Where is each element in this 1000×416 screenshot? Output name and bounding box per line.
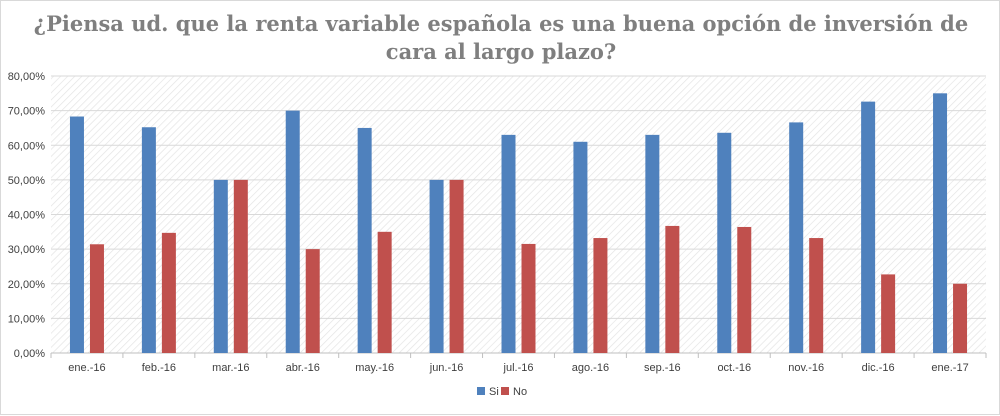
x-tick-label: may.-16 [355,362,394,374]
legend: Si No [477,386,527,398]
bar-si: oct.-16 Si: 63.6 [717,132,732,353]
x-tick-label: sep.-16 [644,362,681,374]
legend-label: No [513,386,527,398]
bar-no: ene.-16 No: 31.4 [89,244,104,353]
bar-no: jul.-16 No: 31.5 [521,243,536,353]
bars: ene.-16 Si: 68.3 ene.-16 No: 31.4 feb.-16 … [69,93,968,354]
bar-no: ago.-16 No: 33.2 [593,238,608,353]
bar-si: jul.-16 Si: 63 [501,134,516,353]
bar-no: may.-16 No: 35 [377,231,392,353]
y-tick-label: 40,00% [8,210,46,222]
bar-no: feb.-16 No: 34.7 [161,232,176,353]
bar-si: nov.-16 Si: 66.6 [789,122,804,354]
bar-si: sep.-16 Si: 63 [645,134,660,353]
y-tick-label: 60,00% [8,140,46,152]
legend-swatch [501,387,509,395]
bar-no: abr.-16 No: 30 [305,249,320,353]
chart-title: ¿Piensa ud. que la renta variable españo… [34,11,968,64]
x-tick-label: ago.-16 [572,362,609,374]
bar-no: jun.-16 No: 50 [449,179,464,353]
y-tick-label: 10,00% [8,313,46,325]
y-tick-label: 50,00% [8,175,46,187]
x-axis: ene.-16 feb.-16 mar.-16 abr.-16 may.-16 jun.-… [50,353,987,374]
bar-no: ene.-17 No: 20 [953,283,968,353]
bar-no: oct.-16 No: 36.4 [737,226,752,353]
y-tick-label: 30,00% [8,244,46,256]
bar-si: feb.-16 Si: 65.2 [141,127,156,354]
bar-si: may.-16 Si: 65 [357,127,372,353]
bar-si: ene.-17 Si: 75 [933,93,948,353]
bar-no: nov.-16 No: 33.2 [809,238,824,353]
y-tick-label: 70,00% [8,106,46,118]
bar-si: mar.-16 Si: 50 [213,179,228,353]
bar-si: ago.-16 Si: 61 [573,141,588,353]
x-tick-label: dic.-16 [862,362,895,374]
bar-si: dic.-16 Si: 72.6 [861,101,876,353]
x-tick-label: jul.-16 [503,362,534,374]
bar-si: jun.-16 Si: 50 [429,179,444,353]
x-tick-label: jun.-16 [429,362,464,374]
x-tick-label: abr.-16 [286,362,320,374]
y-tick-label: 20,00% [8,279,46,291]
legend-swatch [477,387,485,395]
chart-title-line-2: cara al largo plazo? [386,39,616,64]
legend-label: Si [489,386,499,398]
bar-no: dic.-16 No: 22.7 [881,274,896,353]
x-tick-label: ene.-17 [931,362,968,374]
bar-no: sep.-16 No: 36.7 [665,225,680,353]
x-tick-label: oct.-16 [717,362,751,374]
bar-si: abr.-16 Si: 70 [285,110,300,353]
x-tick-label: feb.-16 [142,362,176,374]
x-tick-label: nov.-16 [788,362,824,374]
bar-no: mar.-16 No: 50 [233,179,248,353]
chart-title-line-1: ¿Piensa ud. que la renta variable españo… [34,11,968,36]
x-tick-label: mar.-16 [212,362,249,374]
y-axis: 0,00% 10,00% 20,00% 30,00% 40,00% 50,00% 60,00… [8,71,46,360]
bar-si: ene.-16 Si: 68.3 [69,116,84,353]
gridlines [51,75,986,354]
y-tick-label: 0,00% [14,348,45,360]
y-tick-label: 80,00% [8,71,46,83]
x-tick-label: ene.-16 [68,362,105,374]
